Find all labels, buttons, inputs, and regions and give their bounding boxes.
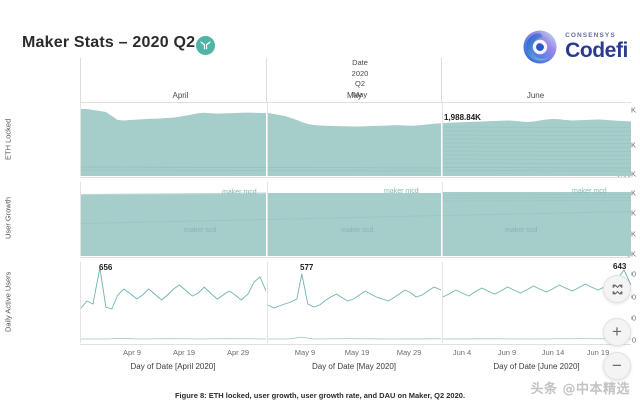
zoom-in-button[interactable]: + xyxy=(603,318,631,346)
codefi-brand: CONSENSYS Codefi xyxy=(522,28,628,66)
codefi-swirl-icon xyxy=(523,30,557,64)
date-level-quarter: Q2 xyxy=(354,79,365,89)
chart-eth-locked-april[interactable] xyxy=(80,103,266,176)
fullscreen-button[interactable] xyxy=(603,275,631,303)
xtick-april-2: Apr 29 xyxy=(226,348,250,357)
chart-user-growth-june[interactable] xyxy=(442,182,631,256)
chart-user-growth-may[interactable] xyxy=(267,182,441,256)
chart-user-growth-april[interactable] xyxy=(80,182,266,256)
column-divider xyxy=(266,58,267,102)
row-label-eth-locked: ETH Locked xyxy=(3,118,13,160)
header-rule xyxy=(80,102,631,103)
zoom-out-button[interactable]: − xyxy=(603,352,631,380)
xtick-june-0: Jun 4 xyxy=(452,348,472,357)
xaxis-title-june: Day of Date [June 2020] xyxy=(493,362,580,371)
series-label-mcd-june: maker mcd xyxy=(572,188,607,195)
column-divider xyxy=(441,58,442,102)
row-rule xyxy=(80,257,631,258)
xtick-may-1: May 19 xyxy=(344,348,370,357)
xtick-june-1: Jun 9 xyxy=(497,348,517,357)
xaxis-title-april: Day of Date [April 2020] xyxy=(130,362,216,371)
brand-name: Codefi xyxy=(565,39,628,63)
row-rule xyxy=(80,177,631,178)
date-level-year: 2020 xyxy=(351,68,369,78)
page-title: Maker Stats – 2020 Q2 xyxy=(22,34,196,51)
column-header-may: May xyxy=(346,91,363,100)
watermark: 头条 @中本精选 xyxy=(530,382,630,397)
annotation-dau-april: 656 xyxy=(99,263,113,272)
row-label-dau: Daily Active Users xyxy=(3,271,13,333)
date-level-field: Date xyxy=(352,58,368,67)
xtick-june-2: Jun 14 xyxy=(541,348,565,357)
xtick-april-0: Apr 9 xyxy=(123,348,141,357)
chart-eth-locked-june[interactable] xyxy=(442,103,631,176)
column-headers: Date 2020 Q2 May April May June xyxy=(80,58,630,102)
annotation-dau-june: 643 xyxy=(613,262,627,271)
chart-dau-april[interactable] xyxy=(80,262,266,343)
brand-tagline: CONSENSYS xyxy=(565,31,616,39)
dashboard-header: Maker Stats – 2020 Q2 xyxy=(0,0,640,64)
figure-caption: Figure 8: ETH locked, user growth, user … xyxy=(174,391,466,400)
series-label-scd-june: maker scd xyxy=(505,227,538,234)
row-label-user-growth: User Growth xyxy=(3,196,13,240)
chart-dau-june[interactable] xyxy=(442,262,631,343)
series-label-mcd-april: maker mcd xyxy=(222,189,257,196)
series-label-scd-april: maker scd xyxy=(184,227,217,234)
maker-logo-icon xyxy=(196,36,215,55)
series-label-mcd-may: maker mcd xyxy=(384,188,419,195)
annotation-eth-june: 1,988.84K xyxy=(444,113,481,122)
date-hierarchy-label: Date 2020 Q2 May xyxy=(330,58,390,101)
chart-eth-locked-may[interactable] xyxy=(267,103,441,176)
xaxis-title-may: Day of Date [May 2020] xyxy=(311,362,397,371)
xtick-may-2: May 29 xyxy=(396,348,422,357)
annotation-dau-may: 577 xyxy=(300,263,314,272)
ytick-dau-3: 0 xyxy=(631,335,636,345)
fullscreen-icon xyxy=(612,284,622,294)
xtick-june-3: Jun 19 xyxy=(586,348,610,357)
chart-dau-may[interactable] xyxy=(267,262,441,343)
column-header-june: June xyxy=(526,91,545,100)
series-label-scd-may: maker scd xyxy=(341,227,374,234)
column-divider xyxy=(80,58,81,102)
column-header-april: April xyxy=(172,91,189,100)
ytick-ug-3: 0K xyxy=(626,249,636,259)
date-level-month: May xyxy=(352,89,368,99)
xtick-april-1: Apr 19 xyxy=(172,348,196,357)
row-rule xyxy=(80,344,631,345)
xtick-may-0: May 9 xyxy=(294,348,316,357)
